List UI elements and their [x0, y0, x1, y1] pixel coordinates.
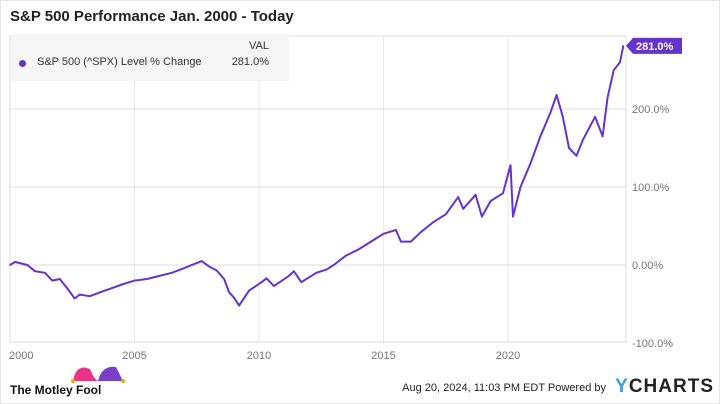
series-line: [9, 45, 625, 307]
data-point: [208, 265, 210, 268]
timestamp: Aug 20, 2024, 11:03 PM EDT: [402, 382, 545, 394]
x-tick-label: 2000: [9, 350, 33, 362]
legend: VAL S&P 500 (^SPX) Level % Change 281.0%: [11, 34, 289, 81]
data-point: [370, 240, 372, 243]
data-point: [382, 233, 385, 235]
data-point: [529, 162, 532, 165]
data-point: [509, 164, 512, 166]
data-point: [444, 213, 447, 216]
data-point: [481, 215, 483, 218]
data-point: [400, 240, 402, 243]
data-point: [549, 112, 552, 114]
data-point: [133, 279, 136, 282]
data-point: [183, 267, 186, 269]
data-point: [51, 279, 54, 282]
data-point: [59, 278, 61, 280]
data-point: [88, 295, 91, 298]
data-point: [345, 254, 347, 257]
data-point: [357, 248, 360, 251]
data-point: [395, 229, 397, 231]
data-point: [171, 272, 173, 274]
data-point: [474, 194, 477, 196]
data-point: [601, 135, 604, 138]
data-point: [34, 270, 36, 273]
data-point: [489, 200, 492, 202]
data-point: [248, 289, 250, 292]
data-point: [78, 293, 81, 296]
x-tick-label: 2015: [371, 350, 395, 362]
legend-series-name: S&P 500 (^SPX) Level % Change: [37, 56, 202, 68]
y-tick-label: 100.0%: [632, 182, 670, 194]
data-point: [121, 283, 123, 286]
data-point: [288, 275, 290, 277]
data-point: [575, 155, 578, 157]
data-point: [223, 278, 225, 280]
data-point: [44, 272, 46, 274]
data-point: [146, 278, 148, 280]
data-point: [561, 116, 564, 118]
data-point: [410, 240, 412, 243]
data-point: [606, 96, 609, 99]
data-point: [190, 264, 193, 266]
data-point: [66, 287, 69, 290]
y-tick-label: 200.0%: [632, 104, 670, 116]
legend-header: VAL: [249, 40, 269, 52]
x-tick-label: 2005: [122, 350, 146, 362]
x-tick-label: 2010: [247, 350, 271, 362]
legend-value: 281.0%: [231, 56, 269, 68]
data-point: [420, 231, 422, 234]
powered-by: Powered by: [547, 382, 606, 394]
data-point: [457, 196, 460, 198]
last-value-tag: [626, 37, 682, 54]
chart-title: S&P 500 Performance Jan. 2000 - Today: [10, 8, 294, 25]
data-point: [332, 264, 335, 266]
data-point: [238, 304, 240, 307]
footer-timestamp: Aug 20, 2024, 11:03 PM EDT Powered by: [402, 382, 606, 394]
data-point: [9, 264, 11, 266]
motley-fool-logo: The Motley Fool: [10, 366, 125, 397]
data-point: [519, 186, 522, 188]
last-value-label: 281.0%: [636, 41, 674, 53]
logo-charts: CHARTS: [628, 376, 714, 397]
x-tick-label: 2020: [496, 350, 520, 362]
data-point: [103, 289, 106, 292]
data-point: [325, 268, 328, 271]
data-point: [158, 275, 161, 277]
legend-dot-icon: [19, 60, 26, 67]
plot-area: [9, 35, 627, 343]
y-tick-label: -100.0%: [632, 338, 673, 350]
data-point: [512, 215, 514, 218]
data-point: [300, 281, 303, 283]
ycharts-logo[interactable]: YCHARTS: [615, 376, 714, 398]
logo-text: The Motley Fool: [10, 383, 102, 397]
jester-hat-icon: [71, 366, 125, 383]
data-point: [555, 94, 558, 96]
data-point: [502, 192, 504, 195]
data-point: [228, 291, 230, 294]
data-point: [233, 296, 235, 299]
data-point: [273, 285, 275, 287]
data-point: [462, 208, 464, 210]
data-point: [73, 297, 76, 300]
data-point: [539, 135, 542, 138]
data-point: [622, 45, 625, 47]
data-point: [594, 116, 596, 118]
data-point: [581, 139, 584, 141]
data-point: [215, 269, 218, 272]
data-point: [619, 61, 621, 63]
data-point: [315, 272, 318, 274]
data-point: [14, 261, 16, 263]
data-point: [200, 260, 203, 262]
data-point: [432, 221, 435, 223]
data-point: [613, 69, 615, 71]
data-point: [260, 281, 263, 283]
data-point: [265, 277, 268, 280]
data-point: [26, 264, 29, 266]
logo-y: Y: [615, 376, 629, 397]
data-point: [293, 270, 295, 273]
y-tick-label: 0.00%: [632, 260, 663, 272]
data-point: [568, 147, 570, 149]
